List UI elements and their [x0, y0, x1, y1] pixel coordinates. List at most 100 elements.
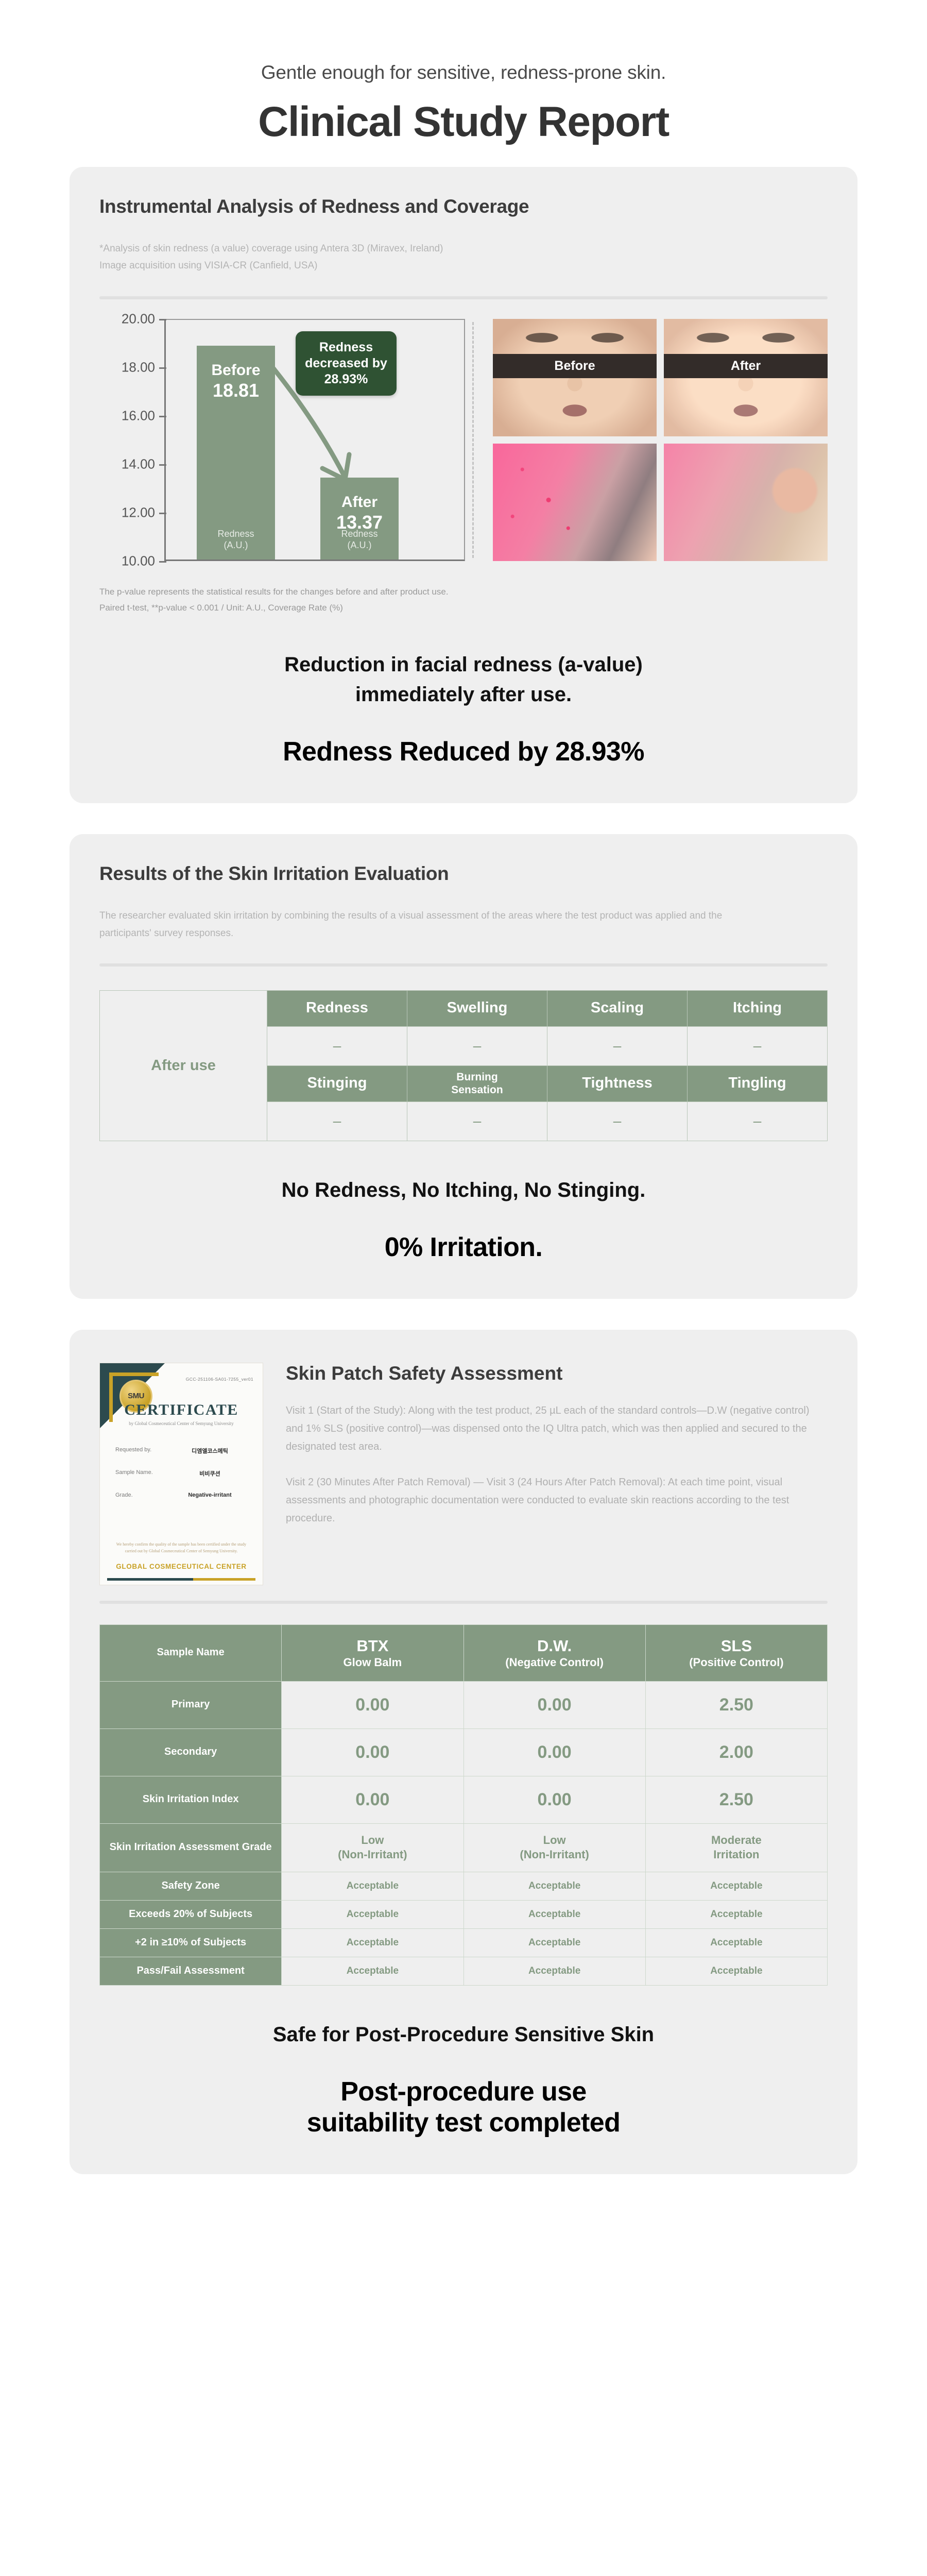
certificate-heading: CERTIFICATE [124, 1401, 238, 1418]
table-row: +2 in ≥10% of Subjects Acceptable Acceptab… [99, 1928, 828, 1957]
y-axis-tick-label: 14.00 [121, 456, 155, 471]
chart-annotation-callout: Redness decreased by 28.93% [296, 331, 397, 396]
hero-section: Gentle enough for sensitive, redness-pro… [0, 0, 927, 167]
bar-after-label: After [341, 494, 377, 511]
card2-note: The researcher evaluated skin irritation… [99, 910, 723, 939]
safety-table-cell: Acceptable [281, 1928, 464, 1957]
safety-table-cell: Moderate Irritation [645, 1823, 828, 1872]
card1-statement: Reduction in facial redness (a-value) im… [99, 650, 828, 709]
card-skin-irritation-evaluation: Results of the Skin Irritation Evaluatio… [70, 834, 857, 1299]
safety-table-row-label: Skin Irritation Index [99, 1775, 282, 1824]
irritation-header-cell: Tightness [546, 1065, 688, 1102]
irritation-row-label: After use [99, 990, 267, 1141]
safety-table-row-label: Exceeds 20% of Subjects [99, 1900, 282, 1929]
card1-note: *Analysis of skin redness (a value) cove… [99, 240, 828, 275]
card1-claim: Redness Reduced by 28.93% [283, 737, 644, 767]
safety-table-cell: 0.00 [281, 1728, 464, 1776]
certificate-column: SMU GCC-251106-SA01-7255_ver01 CERTIFICA… [99, 1362, 263, 1585]
redness-map-image-after [664, 443, 828, 561]
safety-table-cell: Acceptable [645, 1900, 828, 1929]
irritation-header-cell: Stinging [266, 1065, 407, 1102]
bar-after-unit: Redness (A.U.) [341, 528, 378, 551]
card3-para1: Visit 1 (Start of the Study): Along with… [286, 1404, 810, 1452]
card3-statement: Safe for Post-Procedure Sensitive Skin [272, 2023, 655, 2046]
safety-table-cell: 0.00 [463, 1775, 646, 1824]
certificate-confirmation: We hereby confirm the quality of the sam… [116, 1541, 247, 1554]
seal-text: SMU [128, 1392, 144, 1401]
safety-table-column-header: SLS (Positive Control) [645, 1624, 828, 1682]
safety-table-corner-label: Sample Name [99, 1624, 282, 1682]
card1-footnote-line1: The p-value represents the statistical r… [99, 586, 449, 597]
y-axis-tick-label: 20.00 [121, 311, 155, 326]
y-axis-tick [159, 561, 166, 563]
y-axis-tick-label: 12.00 [121, 504, 155, 520]
card-skin-patch-safety: SMU GCC-251106-SA01-7255_ver01 CERTIFICA… [70, 1329, 857, 2174]
photo-redness-map-before [493, 443, 657, 561]
irritation-header-cell: Scaling [546, 990, 688, 1027]
y-axis-tick [159, 415, 166, 417]
table-row: Pass/Fail Assessment Acceptable Acceptable… [99, 1956, 828, 1986]
photo-before-label: Before [493, 353, 657, 378]
irritation-value-cell: – [406, 1101, 547, 1141]
certificate-organization: GLOBAL COSMECEUTICAL CENTER [116, 1562, 247, 1570]
safety-table-cell: 2.50 [645, 1775, 828, 1824]
bar-before: Before 18.81 Redness (A.U.) [197, 346, 275, 560]
chart-plot-area: Before 18.81 Redness (A.U.) After 13.37 R… [164, 318, 465, 561]
irritation-value-cell: – [686, 1101, 828, 1141]
card2-divider [99, 963, 828, 967]
card1-statement-line1: Reduction in facial redness (a-value) [284, 653, 643, 676]
certificate-field-value: Negative-irritant [188, 1492, 232, 1498]
card3-claim-line2: suitability test completed [306, 2107, 621, 2138]
safety-table-cell: 0.00 [281, 1681, 464, 1729]
y-axis-tick [159, 367, 166, 369]
card2-title: Results of the Skin Irritation Evaluatio… [99, 863, 449, 885]
hero-subtitle: Gentle enough for sensitive, redness-pro… [261, 62, 666, 83]
y-axis-tick-label: 18.00 [121, 359, 155, 375]
certificate-and-description-row: SMU GCC-251106-SA01-7255_ver01 CERTIFICA… [99, 1362, 828, 1585]
photo-redness-map-after [664, 443, 828, 561]
safety-table-cell: Acceptable [645, 1871, 828, 1901]
safety-table-column-header: BTX Glow Balm [281, 1624, 464, 1682]
redness-map-image-before [493, 443, 657, 561]
bar-before-label: Before [211, 362, 261, 379]
card1-title: Instrumental Analysis of Redness and Cov… [99, 196, 529, 217]
certificate-gold-frame [109, 1372, 159, 1422]
safety-table-cell: Acceptable [463, 1928, 646, 1957]
patch-description-column: Skin Patch Safety Assessment Visit 1 (St… [286, 1363, 828, 1528]
safety-table-row-label: Safety Zone [99, 1871, 282, 1901]
card1-note-line1: *Analysis of skin redness (a value) cove… [99, 243, 443, 254]
irritation-value-cell: – [686, 1026, 828, 1066]
card2-claim: 0% Irritation. [384, 1232, 543, 1262]
safety-table-row-label: Pass/Fail Assessment [99, 1956, 282, 1986]
table-row: Primary 0.00 0.00 2.50 [99, 1681, 828, 1729]
certificate-bottom-bar [107, 1578, 255, 1581]
certificate-id: GCC-251106-SA01-7255_ver01 [185, 1376, 253, 1382]
chart-and-photos-row: Before 18.81 Redness (A.U.) After 13.37 R… [99, 311, 828, 568]
safety-table-cell: 2.00 [645, 1728, 828, 1776]
safety-table-cell: Low (Non-Irritant) [463, 1823, 646, 1872]
safety-table-cell: 2.50 [645, 1681, 828, 1729]
safety-table-column-header: D.W. (Negative Control) [463, 1624, 646, 1682]
certificate-field: Requested by. 디엠엘코스메틱 [115, 1447, 250, 1455]
irritation-header-cell: Redness [266, 990, 407, 1027]
certificate-field-key: Sample Name. [115, 1469, 153, 1476]
table-row: After use Redness Swelling Scaling Itching [99, 990, 828, 1141]
certificate-subheading: by Global Cosmeceutical Center of Semyun… [129, 1420, 234, 1426]
table-header-row: Sample Name BTX Glow Balm D.W. (Negative Con… [99, 1624, 828, 1682]
table-row: Skin Irritation Assessment Grade Low (Non-… [99, 1823, 828, 1872]
irritation-value-cell: – [406, 1026, 547, 1066]
table-row: Safety Zone Acceptable Acceptable Acceptabl… [99, 1871, 828, 1901]
table-row: Exceeds 20% of Subjects Acceptable Accepta… [99, 1900, 828, 1929]
certificate-image: SMU GCC-251106-SA01-7255_ver01 CERTIFICA… [99, 1362, 263, 1585]
safety-table-cell: Acceptable [645, 1956, 828, 1986]
irritation-value-cell: – [266, 1026, 407, 1066]
y-axis-tick [159, 464, 166, 466]
certificate-field-value: 디엠엘코스메틱 [192, 1448, 228, 1454]
table-row: – – – – [100, 1026, 828, 1066]
certificate-field: Sample Name. 비비쿠션 [115, 1469, 250, 1478]
certificate-field: Grade. Negative-irritant [115, 1492, 250, 1498]
certificate-field-key: Requested by. [115, 1446, 152, 1453]
photo-face-after: After [664, 318, 828, 436]
safety-assessment-table: Sample Name BTX Glow Balm D.W. (Negative Con… [99, 1624, 828, 1986]
card1-note-line2: Image acquisition using VISIA-CR (Canfie… [99, 260, 318, 272]
